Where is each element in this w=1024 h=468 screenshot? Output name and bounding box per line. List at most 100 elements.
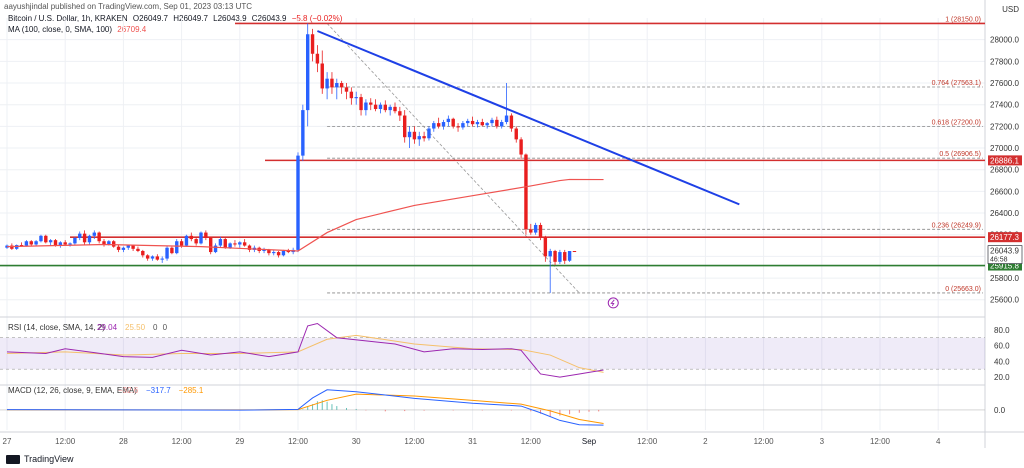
time-tick-label: 27 [3, 437, 12, 446]
candle-body [209, 237, 213, 253]
candle-body [58, 242, 63, 246]
candle-body [330, 78, 334, 88]
candle-body [194, 239, 198, 244]
rsi-legend-value: 25.50 [125, 323, 146, 332]
candle-body [388, 106, 392, 111]
candle-body [10, 245, 14, 249]
candle-body [306, 34, 310, 111]
candle-body [378, 104, 383, 110]
macd-legend-title: MACD (12, 26, close, 9, EMA, EMA) [8, 386, 137, 395]
candle-body [73, 237, 77, 244]
macd-histogram-bar [316, 401, 318, 410]
candle-body [427, 128, 431, 139]
candle-body [272, 252, 276, 254]
candle-body [136, 248, 140, 251]
macd-histogram-bar [346, 407, 347, 410]
candle-body [141, 250, 145, 256]
candle-body [204, 232, 208, 238]
macd-histogram-bar [598, 409, 600, 412]
candle-body [436, 123, 441, 127]
time-tick-label: 12:00 [637, 437, 658, 446]
candle-body [320, 63, 324, 89]
candle-body [165, 247, 169, 259]
candle-body [572, 251, 577, 253]
macd-histogram-bar [312, 404, 314, 410]
price-tick-label: 27800.0 [990, 57, 1019, 66]
candle-body [543, 236, 548, 257]
candle-body [335, 83, 339, 88]
rsi-legend-value: 29.04 [97, 323, 118, 332]
price-tick-label: 26800.0 [990, 166, 1019, 175]
time-tick-label: 28 [119, 437, 128, 446]
candle-body [242, 242, 247, 246]
candle-body [373, 104, 378, 110]
candle-body [19, 245, 24, 247]
candle-body [475, 122, 480, 125]
lightning-icon-bolt [610, 299, 615, 307]
macd-histogram-bar [530, 409, 532, 412]
candle-body [524, 154, 528, 230]
candle-body [519, 139, 523, 155]
candle-body [403, 115, 407, 138]
rsi-tick-label: 40.0 [994, 357, 1010, 366]
candle-body [87, 235, 92, 243]
candle-body [82, 233, 87, 243]
macd-signal-line [6, 393, 604, 425]
candle-body [422, 136, 426, 139]
macd-legend-value: −317.7 [146, 386, 171, 395]
price-level-tag-label: 26886.1 [990, 156, 1019, 165]
horizontal-levels [0, 22, 985, 267]
rsi-legend-value: 0 [153, 323, 158, 332]
candle-body [398, 111, 402, 116]
macd-histogram-bar [481, 409, 483, 411]
candle-body [179, 241, 184, 246]
macd-histogram-bar [355, 408, 357, 410]
macd-histogram-bar [588, 409, 590, 412]
candle-body [558, 252, 562, 262]
fib-level-label: 0.236 (26249.9) [932, 222, 981, 229]
time-tick-label: 12:00 [55, 437, 76, 446]
candle-body [301, 110, 305, 156]
fib-level-label: 0.618 (27200.0) [932, 119, 981, 126]
candle-body [238, 242, 242, 245]
candle-body [339, 83, 344, 88]
fib-level-label: 0.764 (27563.1) [932, 80, 981, 87]
candle-body [480, 122, 484, 126]
candle-body [509, 115, 514, 129]
ma-value: 26709.4 [117, 25, 147, 34]
candle-body [218, 239, 223, 246]
candle-body [102, 241, 106, 245]
candle-body [78, 233, 82, 238]
macd-histogram-bar [307, 407, 309, 410]
fib-anchor-line [326, 23, 580, 294]
candle-body [170, 247, 174, 254]
candle-body [490, 119, 494, 124]
candle-body [53, 240, 58, 246]
candle-body [97, 232, 101, 242]
candle-body [228, 243, 232, 248]
time-tick-label: 30 [352, 437, 361, 446]
fibonacci-retracement: 1 (28150.0) 0.764 (27563.1) 0.618 (27200.0… [326, 16, 983, 309]
rsi-tick-label: 80.0 [994, 326, 1010, 335]
last-price-tag [987, 245, 1023, 264]
candle-body [470, 120, 475, 125]
ohlc-change: −5.8 (−0.02%) [291, 14, 343, 23]
macd-histogram-bar [540, 409, 541, 414]
rsi-panel [0, 322, 985, 378]
candle-body [281, 250, 286, 256]
rsi-legend-value: 0 [163, 323, 168, 332]
publisher-line: aayushjindal published on TradingView.co… [4, 2, 253, 11]
candle-body [441, 122, 446, 127]
candle-body [369, 102, 373, 105]
price-level-tag [988, 155, 1022, 166]
candle-body [417, 136, 421, 140]
price-tick-label: 27600.0 [990, 79, 1019, 88]
candle-body [495, 119, 499, 127]
price-level-tag [988, 232, 1022, 243]
ma-legend: MA (100, close, 0, SMA, 100) 26709.4 [8, 25, 149, 34]
candle-body [533, 224, 538, 233]
macd-histogram-bar [578, 409, 580, 413]
candle-body [553, 250, 557, 262]
candle-body [412, 131, 417, 140]
